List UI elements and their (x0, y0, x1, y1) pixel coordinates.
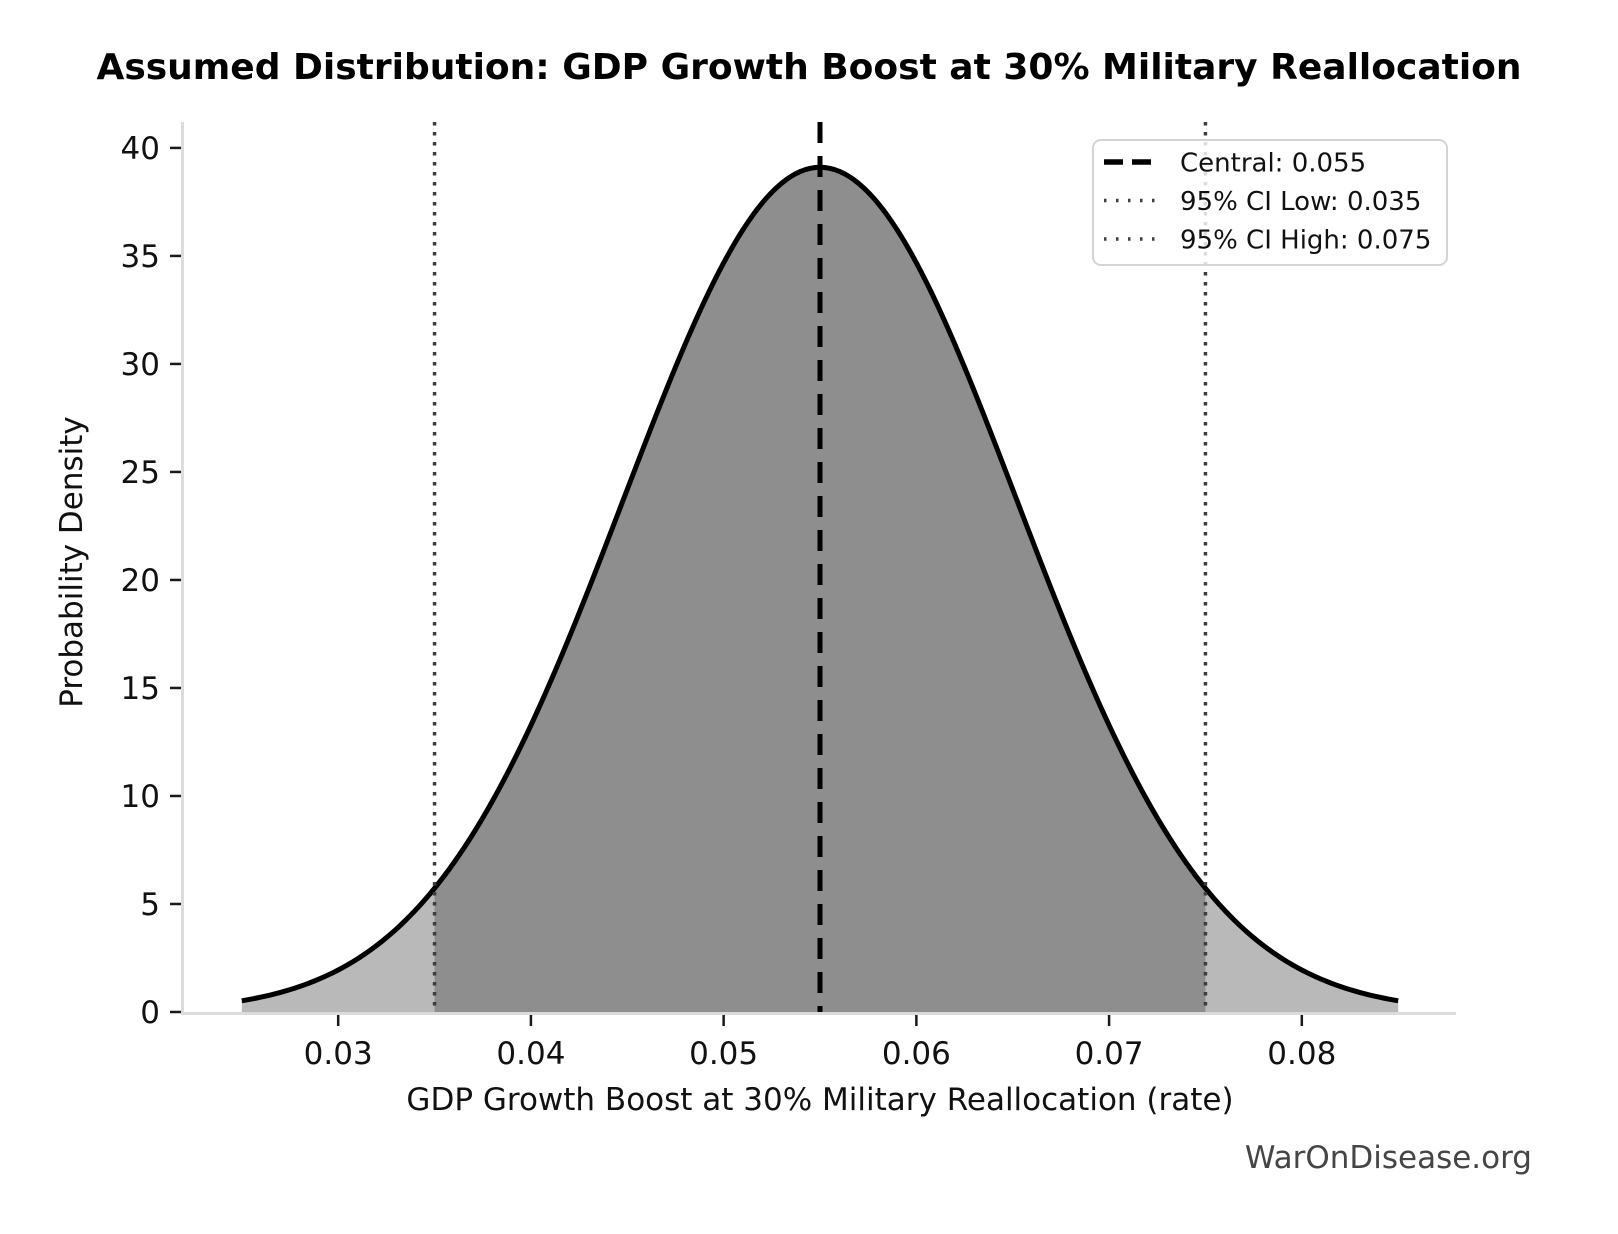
y-tick-label: 10 (121, 779, 160, 815)
x-tick-label: 0.06 (882, 1036, 951, 1072)
y-tick-label: 0 (140, 995, 160, 1031)
legend-label: 95% CI High: 0.075 (1180, 226, 1431, 256)
x-tick-label: 0.07 (1075, 1036, 1144, 1072)
x-tick-label: 0.08 (1267, 1036, 1336, 1072)
ci-region-fill (434, 167, 1206, 1012)
y-axis-label: Probability Density (54, 416, 90, 708)
y-tick-label: 40 (121, 131, 160, 167)
y-tick-label: 5 (140, 887, 160, 923)
x-axis-label: GDP Growth Boost at 30% Military Realloc… (406, 1082, 1234, 1118)
legend-box (1092, 139, 1448, 266)
y-tick-label: 15 (121, 671, 160, 707)
legend-label: Central: 0.055 (1180, 149, 1366, 179)
y-tick-label: 20 (121, 563, 160, 599)
y-tick-label: 25 (121, 455, 160, 491)
y-tick-label: 30 (121, 347, 160, 383)
attribution-watermark: WarOnDisease.org (1244, 1140, 1532, 1176)
x-tick-label: 0.04 (496, 1036, 565, 1072)
chart-title: Assumed Distribution: GDP Growth Boost a… (96, 47, 1522, 88)
y-tick-label: 35 (121, 239, 160, 275)
x-tick-label: 0.03 (304, 1036, 373, 1072)
x-tick-label: 0.05 (689, 1036, 758, 1072)
legend-label: 95% CI Low: 0.035 (1180, 187, 1421, 217)
